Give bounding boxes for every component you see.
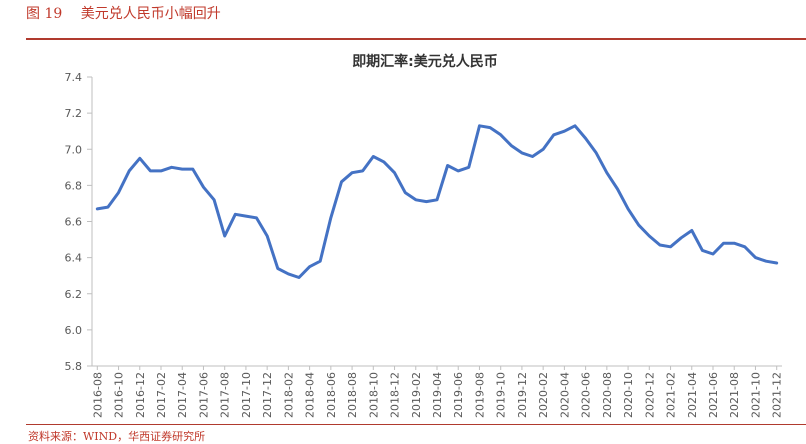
x-tick-label: 2016-08 [91, 372, 104, 418]
x-tick-label: 2018-02 [282, 372, 295, 418]
x-tick-label: 2019-04 [431, 372, 444, 418]
x-tick-label: 2021-12 [771, 372, 784, 418]
x-tick-label: 2019-12 [516, 372, 529, 418]
x-tick-label: 2021-06 [707, 372, 720, 418]
chart-title: 即期汇率:美元兑人民币 [352, 53, 498, 70]
x-tick-label: 2017-08 [219, 372, 232, 418]
y-tick-label: 6.0 [65, 324, 83, 337]
x-tick-label: 2018-10 [367, 372, 380, 418]
x-tick-label: 2021-04 [686, 372, 699, 418]
y-tick-label: 6.8 [65, 179, 83, 192]
x-tick-label: 2020-04 [558, 372, 571, 418]
y-tick-label: 7.4 [65, 71, 83, 84]
x-tick-label: 2020-12 [643, 372, 656, 418]
y-tick-label: 5.8 [65, 360, 83, 373]
x-tick-label: 2020-02 [537, 372, 550, 418]
figure-number: 图 19 [26, 6, 63, 22]
x-tick-label: 2019-10 [495, 372, 508, 418]
x-tick-label: 2018-12 [389, 372, 402, 418]
x-axis: 2016-08 2016-10 2016-12 2017-02 2017-04 2017-… [91, 365, 784, 418]
x-tick-label: 2021-02 [665, 372, 678, 418]
series-layer [95, 124, 779, 279]
x-tick-label: 2017-06 [197, 372, 210, 418]
figure-title: 美元兑人民币小幅回升 [80, 6, 221, 22]
x-tick-label: 2021-10 [749, 372, 762, 418]
y-tick-label: 7.2 [65, 107, 83, 120]
source-note: 资料来源：WIND，华西证券研究所 [28, 430, 206, 443]
x-tick-label: 2019-08 [473, 372, 486, 418]
y-tick-label: 7.0 [65, 143, 83, 156]
x-tick-label: 2018-08 [346, 372, 359, 418]
x-tick-label: 2016-12 [134, 372, 147, 418]
x-tick-label: 2020-10 [622, 372, 635, 418]
x-tick-label: 2018-06 [325, 372, 338, 418]
x-tick-label: 2021-08 [728, 372, 741, 418]
x-tick-label: 2019-06 [452, 372, 465, 418]
y-tick-label: 6.4 [65, 252, 83, 265]
x-tick-label: 2017-12 [261, 372, 274, 418]
top-divider [26, 38, 806, 40]
x-tick-label: 2016-10 [113, 372, 126, 418]
y-tick-label: 6.6 [65, 216, 83, 229]
figure-caption: 图 19 美元兑人民币小幅回升 [26, 3, 221, 23]
usd-cny-series-line [95, 124, 779, 279]
y-tick-label: 6.2 [65, 288, 83, 301]
bottom-divider [26, 424, 806, 425]
x-tick-label: 2017-10 [240, 372, 253, 418]
x-tick-label: 2017-02 [155, 372, 168, 418]
x-tick-label: 2019-02 [410, 372, 423, 418]
y-axis: 5.8 6.0 6.2 6.4 6.6 6.8 7.0 7.2 7.4 [65, 71, 93, 373]
x-tick-label: 2020-08 [601, 372, 614, 418]
x-tick-label: 2018-04 [304, 372, 317, 418]
x-tick-label: 2017-04 [176, 372, 189, 418]
x-tick-label: 2020-06 [580, 372, 593, 418]
